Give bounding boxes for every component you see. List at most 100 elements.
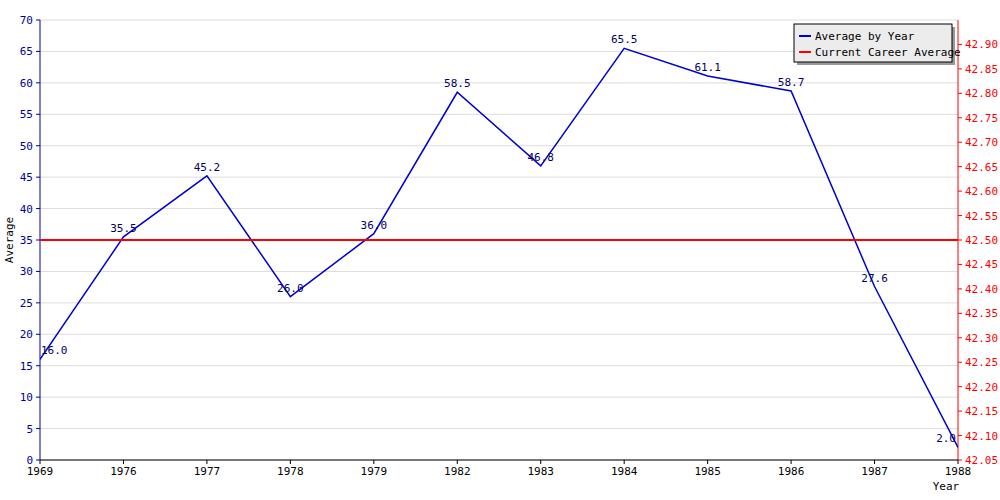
y-tick-label: 55 xyxy=(20,108,33,121)
grid-line xyxy=(40,240,958,241)
y2-tick xyxy=(958,435,962,436)
x-tick-label: 1977 xyxy=(194,465,221,478)
x-tick xyxy=(958,460,959,464)
y2-tick xyxy=(958,117,962,118)
x-tick-label: 1979 xyxy=(361,465,388,478)
x-tick xyxy=(206,460,207,464)
y2-tick xyxy=(958,191,962,192)
legend: Average by YearCurrent Career Average xyxy=(794,24,961,65)
y-tick xyxy=(36,145,40,146)
grid-line xyxy=(40,271,958,272)
y2-tick-label: 42.80 xyxy=(965,87,998,100)
y2-tick xyxy=(958,240,962,241)
data-label: 26.0 xyxy=(277,282,304,295)
x-tick xyxy=(624,460,625,464)
data-label: 65.5 xyxy=(611,33,638,46)
y2-tick-label: 42.10 xyxy=(965,430,998,443)
y-tick-label: 10 xyxy=(20,391,33,404)
x-tick xyxy=(290,460,291,464)
grid-line xyxy=(40,20,958,21)
x-tick xyxy=(40,460,41,464)
data-label: 61.1 xyxy=(694,61,721,74)
y-tick xyxy=(36,114,40,115)
plot-area xyxy=(40,48,958,447)
y2-tick-label: 42.40 xyxy=(965,283,998,296)
y2-tick-label: 42.75 xyxy=(965,112,998,125)
y-tick-label: 30 xyxy=(20,265,33,278)
grid-line xyxy=(40,208,958,209)
legend-swatch xyxy=(799,51,811,53)
data-label: 35.5 xyxy=(110,222,137,235)
y-tick xyxy=(36,334,40,335)
y-tick-label: 65 xyxy=(20,45,33,58)
x-tick xyxy=(457,460,458,464)
x-tick xyxy=(707,460,708,464)
x-tick-label: 1976 xyxy=(110,465,137,478)
x-tick-label: 1986 xyxy=(778,465,805,478)
data-label: 27.6 xyxy=(861,272,888,285)
y-tick-label: 50 xyxy=(20,140,33,153)
grid-line xyxy=(40,460,958,461)
y2-tick-label: 42.15 xyxy=(965,405,998,418)
y-tick-label: 15 xyxy=(20,360,33,373)
series-line xyxy=(40,239,958,241)
grid-line xyxy=(40,114,958,115)
x-tick-label: 1978 xyxy=(277,465,304,478)
x-tick-label: 1982 xyxy=(444,465,471,478)
y2-tick xyxy=(958,460,962,461)
y-tick xyxy=(36,20,40,21)
y-tick-label: 5 xyxy=(26,423,33,436)
y2-tick-label: 42.20 xyxy=(965,381,998,394)
y-tick-label: 60 xyxy=(20,77,33,90)
grid-line xyxy=(40,365,958,366)
x-tick-label: 1969 xyxy=(27,465,54,478)
y-tick xyxy=(36,82,40,83)
y2-tick-label: 42.45 xyxy=(965,258,998,271)
data-label: 36.0 xyxy=(361,219,388,232)
y-axis-title: Average xyxy=(3,217,16,263)
y-tick-label: 45 xyxy=(20,171,33,184)
y-tick xyxy=(36,365,40,366)
x-tick-label: 1985 xyxy=(694,465,721,478)
y-tick-label: 20 xyxy=(20,328,33,341)
y2-tick-label: 42.65 xyxy=(965,161,998,174)
y-tick xyxy=(36,208,40,209)
y2-tick-label: 42.85 xyxy=(965,63,998,76)
x-tick-label: 1983 xyxy=(527,465,554,478)
y2-tick-label: 42.35 xyxy=(965,307,998,320)
grid-line xyxy=(40,82,958,83)
y-tick-label: 40 xyxy=(20,203,33,216)
y2-tick xyxy=(958,288,962,289)
data-label: 58.5 xyxy=(444,77,471,90)
y2-tick xyxy=(958,264,962,265)
x-tick xyxy=(874,460,875,464)
grid-line xyxy=(40,302,958,303)
y2-tick xyxy=(958,313,962,314)
x-tick xyxy=(540,460,541,464)
y2-tick-label: 42.60 xyxy=(965,185,998,198)
y2-tick xyxy=(958,68,962,69)
y2-tick-label: 42.70 xyxy=(965,136,998,149)
y-tick xyxy=(36,177,40,178)
y2-tick xyxy=(958,142,962,143)
x-tick-label: 1988 xyxy=(945,465,972,478)
y-tick xyxy=(36,460,40,461)
y2-tick xyxy=(958,215,962,216)
x-tick xyxy=(791,460,792,464)
grid-line xyxy=(40,145,958,146)
x-tick-label: 1984 xyxy=(611,465,638,478)
data-label: 45.2 xyxy=(194,161,221,174)
y-tick xyxy=(36,302,40,303)
y2-tick-label: 42.55 xyxy=(965,210,998,223)
grid-line xyxy=(40,428,958,429)
y2-tick xyxy=(958,93,962,94)
y-tick xyxy=(36,240,40,241)
y2-tick xyxy=(958,362,962,363)
y-tick xyxy=(36,271,40,272)
y2-tick xyxy=(958,337,962,338)
legend-swatch xyxy=(799,35,811,37)
x-tick xyxy=(373,460,374,464)
data-label: 16.0 xyxy=(41,344,68,357)
y-tick xyxy=(36,397,40,398)
x-tick xyxy=(123,460,124,464)
